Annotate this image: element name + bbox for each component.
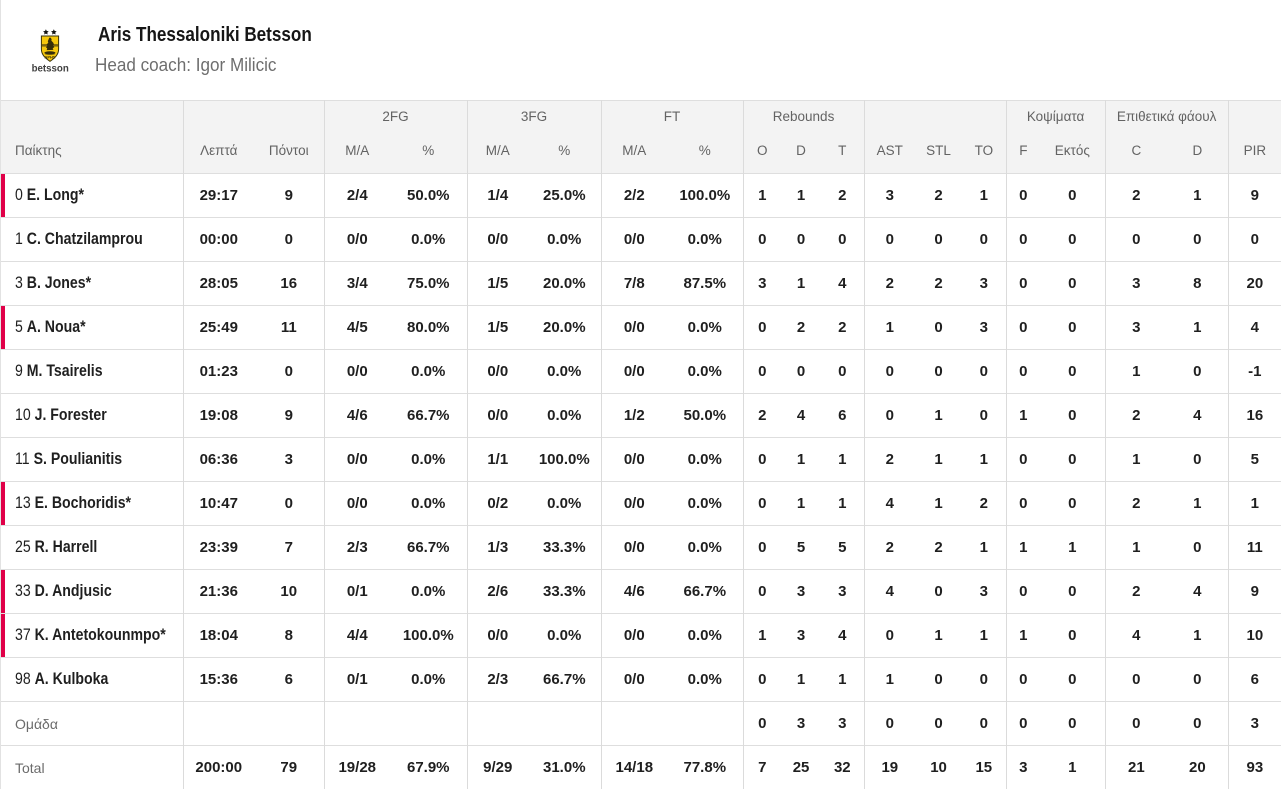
svg-text:betsson: betsson xyxy=(32,63,69,74)
svg-text:ΑΡΗΣ: ΑΡΗΣ xyxy=(44,55,55,60)
